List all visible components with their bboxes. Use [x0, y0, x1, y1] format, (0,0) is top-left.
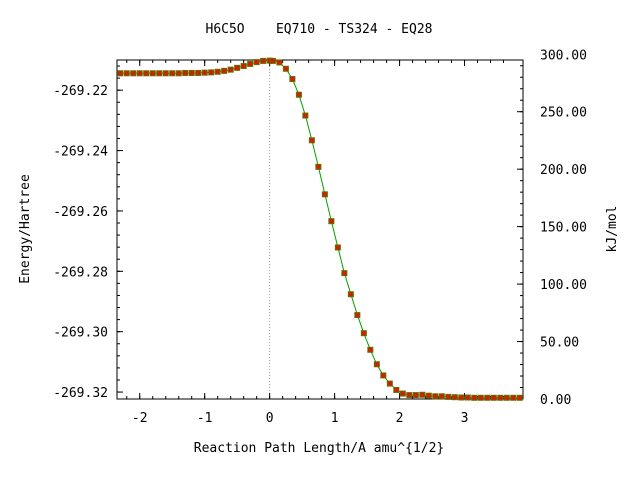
x-tick-label: 2: [396, 411, 404, 426]
data-point: [214, 68, 221, 75]
data-point: [169, 70, 176, 77]
x-tick-label: -1: [197, 411, 213, 426]
data-point: [227, 66, 234, 73]
data-point: [445, 393, 452, 400]
data-point: [451, 394, 458, 401]
data-point: [328, 218, 335, 225]
data-point: [399, 390, 406, 397]
data-point: [347, 291, 354, 298]
data-point: [367, 346, 374, 353]
y-tick-label: -269.26: [53, 205, 108, 220]
data-point: [269, 57, 276, 64]
data-point: [471, 394, 478, 401]
x-tick-label: 1: [331, 411, 339, 426]
data-point: [419, 391, 426, 398]
y-axis-ticks: -269.22 -269.24 -269.26 -269.28 -269.30 -269.…: [53, 84, 123, 401]
data-point: [201, 69, 208, 76]
data-point: [341, 270, 348, 277]
data-point: [221, 67, 228, 74]
data-point: [516, 394, 523, 401]
x-tick-label: 0: [266, 411, 274, 426]
data-point: [247, 60, 254, 67]
data-point: [188, 69, 195, 76]
data-point: [308, 137, 315, 144]
data-point: [412, 392, 419, 399]
data-point: [321, 191, 328, 198]
data-point-markers: [117, 57, 523, 401]
data-point: [302, 112, 309, 119]
data-point: [234, 64, 241, 71]
data-point: [477, 394, 484, 401]
data-point: [123, 70, 130, 77]
data-point: [149, 70, 156, 77]
data-point: [253, 59, 260, 66]
minor-ticks: [117, 60, 523, 399]
data-point: [130, 70, 137, 77]
x-tick-label: -2: [132, 411, 148, 426]
data-point: [156, 70, 163, 77]
y2-tick-label: 250.00: [540, 106, 587, 121]
y-tick-label: -269.32: [53, 386, 108, 401]
data-point: [295, 91, 302, 98]
data-point: [386, 380, 393, 387]
data-point: [510, 394, 517, 401]
x-tick-label: 3: [461, 411, 469, 426]
data-point: [162, 70, 169, 77]
data-point: [484, 394, 491, 401]
data-point: [208, 69, 215, 76]
y2-axis-ticks: 0.00 50.00 100.00 150.00 200.00 250.00 300.00: [517, 48, 587, 408]
data-point: [175, 70, 182, 77]
y2-tick-label: 50.00: [540, 336, 579, 351]
data-point: [458, 394, 465, 401]
y2-axis-label: kJ/mol: [605, 206, 620, 253]
data-point: [425, 392, 432, 399]
plot-frame: [116, 59, 524, 400]
data-point: [360, 330, 367, 337]
chart-title: H6C5O EQ710 - TS324 - EQ28: [206, 22, 433, 37]
energy-curve-line: [120, 60, 520, 399]
data-point: [136, 70, 143, 77]
y-axis-label: Energy/Hartree: [18, 174, 33, 284]
data-point: [497, 394, 504, 401]
data-point: [393, 386, 400, 393]
data-point: [315, 163, 322, 170]
y-tick-label: -269.30: [53, 326, 108, 341]
y-tick-label: -269.24: [53, 145, 108, 160]
x-axis-ticks: -2 -1 0 1 2 3: [132, 60, 469, 426]
data-point: [464, 394, 471, 401]
data-point: [373, 361, 380, 368]
data-point: [282, 65, 289, 72]
y-tick-label: -269.22: [53, 84, 108, 99]
data-point: [240, 63, 247, 70]
y2-tick-label: 150.00: [540, 221, 587, 236]
data-point: [117, 70, 124, 77]
x-axis-label: Reaction Path Length/A amu^{1/2}: [194, 441, 444, 456]
data-point: [289, 76, 296, 83]
data-point: [334, 244, 341, 251]
y-tick-label: -269.28: [53, 265, 108, 280]
y2-tick-label: 300.00: [540, 48, 587, 63]
data-point: [143, 70, 150, 77]
data-point: [182, 69, 189, 76]
data-point: [276, 59, 283, 66]
data-point: [260, 57, 267, 64]
data-point: [354, 312, 361, 319]
data-point: [380, 372, 387, 379]
data-point: [490, 394, 497, 401]
data-point: [432, 393, 439, 400]
data-point: [503, 394, 510, 401]
data-point: [406, 392, 413, 399]
y2-tick-label: 100.00: [540, 278, 587, 293]
y2-tick-label: 200.00: [540, 163, 587, 178]
data-point: [438, 393, 445, 400]
data-point: [195, 69, 202, 76]
y2-tick-label: 0.00: [540, 393, 571, 408]
